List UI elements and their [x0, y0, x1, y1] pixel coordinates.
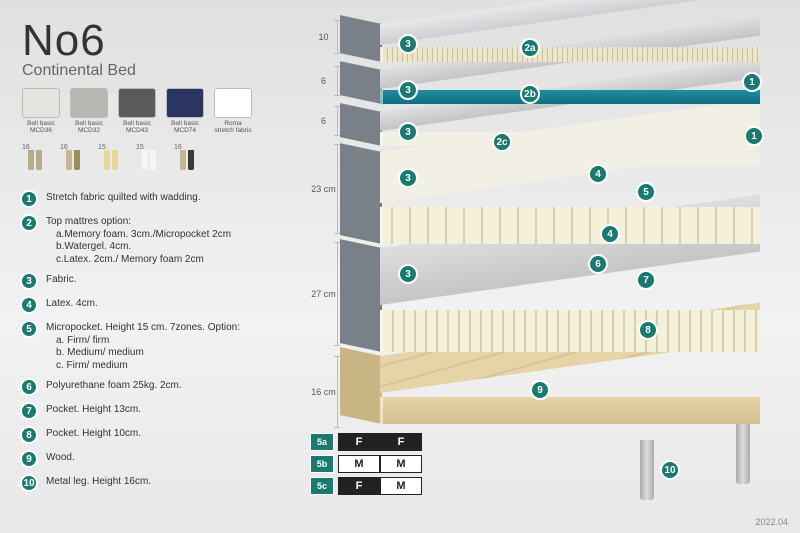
- callout-marker: 5: [636, 182, 656, 202]
- leg-swatch: 16: [172, 142, 202, 170]
- leg-swatch: 16: [58, 142, 88, 170]
- legend-item: 4Latex. 4cm.: [20, 296, 290, 314]
- callout-marker: 3: [398, 264, 418, 284]
- callout-marker: 7: [636, 270, 656, 290]
- fabric-swatch: Bell basicMCD74: [164, 88, 206, 134]
- callout-marker: 4: [600, 224, 620, 244]
- dimension-label: 23 cm: [310, 144, 338, 234]
- leg-swatch: 16: [20, 142, 50, 170]
- dimension-column: 10 6 6 23 cm 27 cm 16 cm: [310, 20, 340, 490]
- product-title: No6: [22, 16, 136, 66]
- leg-options: 16 16 15 15 16: [20, 142, 202, 170]
- callout-marker: 1: [742, 72, 762, 92]
- callout-marker: 4: [588, 164, 608, 184]
- legend-item: 6Polyurethane foam 25kg. 2cm.: [20, 378, 290, 396]
- callout-marker: 9: [530, 380, 550, 400]
- callout-marker: 6: [588, 254, 608, 274]
- product-subtitle: Continental Bed: [22, 62, 136, 80]
- legend-item: 10Metal leg. Height 16cm.: [20, 474, 290, 492]
- dimension-label: 27 cm: [310, 242, 338, 346]
- callout-marker: 10: [660, 460, 680, 480]
- callout-marker: 2b: [520, 84, 540, 104]
- legend-item: 9Wood.: [20, 450, 290, 468]
- callout-marker: 8: [638, 320, 658, 340]
- fabric-swatches: Bell basicMCD36 Bell basicMCD32 Bell bas…: [20, 88, 254, 134]
- metal-leg: [640, 440, 654, 500]
- layers-area: 3 2a 1 3 2b 3 2c 1 3 4 5 4 3 6 7 8 9 10: [340, 18, 800, 508]
- date-label: 2022.04: [755, 517, 788, 527]
- dimension-label: 6: [310, 106, 338, 136]
- callout-marker: 3: [398, 80, 418, 100]
- dimension-label: 16 cm: [310, 356, 338, 428]
- fabric-swatch: Bell basicMCD36: [20, 88, 62, 134]
- legend-item: 7Pocket. Height 13cm.: [20, 402, 290, 420]
- layer-base-mattress: [340, 248, 760, 352]
- callout-marker: 3: [398, 122, 418, 142]
- dimension-label: 10: [310, 20, 338, 54]
- callout-marker: 2a: [520, 38, 540, 58]
- callout-marker: 3: [398, 34, 418, 54]
- callout-marker: 3: [398, 168, 418, 188]
- leg-swatch: 15: [134, 142, 164, 170]
- dimension-label: 6: [310, 66, 338, 96]
- legend-item: 1Stretch fabric quilted with wadding.: [20, 190, 290, 208]
- exploded-diagram: 10 6 6 23 cm 27 cm 16 cm 3 2a 1 3 2b 3 2c 1 3 4 5 4 3 6 7 8 9…: [310, 0, 800, 520]
- layer-wood-frame: [340, 356, 760, 424]
- fabric-swatch: Romastretch fabric: [212, 88, 254, 134]
- legend-item: 8Pocket. Height 10cm.: [20, 426, 290, 444]
- fabric-swatch: Bell basicMCD43: [116, 88, 158, 134]
- legend-item: 2Top mattres option:a.Memory foam. 3cm./…: [20, 214, 290, 266]
- metal-leg: [736, 424, 750, 484]
- callout-marker: 2c: [492, 132, 512, 152]
- callout-marker: 1: [744, 126, 764, 146]
- fabric-swatch: Bell basicMCD32: [68, 88, 110, 134]
- layer-main-mattress: [340, 152, 760, 244]
- leg-swatch: 15: [96, 142, 126, 170]
- legend-item: 3Fabric.: [20, 272, 290, 290]
- legend-item: 5Micropocket. Height 15 cm. 7zones. Opti…: [20, 320, 290, 372]
- legend-list: 1Stretch fabric quilted with wadding. 2To…: [20, 190, 290, 498]
